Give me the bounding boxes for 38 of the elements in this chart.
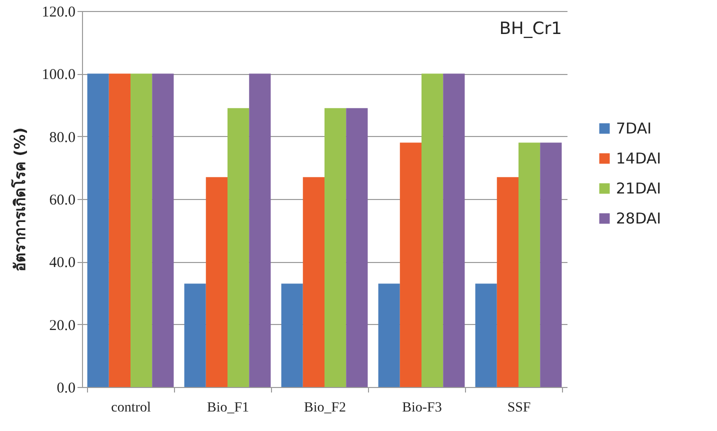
bar	[475, 284, 497, 387]
bar	[249, 74, 271, 387]
legend-label: 28DAI	[616, 210, 662, 228]
bar	[378, 284, 400, 387]
y-tick-label: 100.0	[42, 67, 76, 84]
bar	[496, 177, 518, 387]
text: BH_Cr1	[499, 19, 562, 39]
y-tick-label: 80.0	[49, 130, 76, 146]
bar	[130, 74, 152, 387]
bar	[400, 142, 422, 387]
legend-label: 7DAI	[616, 120, 652, 138]
bar	[206, 177, 228, 387]
bar	[324, 108, 346, 387]
bar	[422, 74, 444, 387]
bar	[184, 284, 206, 387]
x-tick-label: Bio_F1	[206, 400, 250, 416]
x-tick-label: Bio-F3	[402, 400, 442, 416]
bar	[302, 177, 324, 387]
x-tick-label: Bio_F2	[304, 400, 346, 416]
bar	[281, 284, 303, 387]
bar	[346, 108, 368, 387]
y-tick-label: 120.0	[42, 4, 76, 20]
x-tick-label: SSF	[507, 400, 531, 416]
y-tick-label: 40.0	[49, 255, 76, 272]
x-tick-label: control	[111, 400, 151, 416]
bar	[87, 74, 109, 387]
legend-label: 14DAI	[616, 150, 662, 168]
y-axis-title: อัตราการเกิดโรค (%)	[10, 128, 29, 272]
bar	[540, 142, 562, 387]
bar	[228, 108, 250, 387]
bar	[518, 142, 540, 387]
y-tick-label: 0.0	[56, 380, 76, 396]
bar	[152, 74, 174, 387]
y-tick-label: 60.0	[49, 192, 76, 208]
legend-label: 21DAI	[616, 180, 662, 198]
bar	[443, 74, 465, 387]
bar	[108, 74, 130, 387]
y-tick-label: 20.0	[49, 318, 76, 334]
